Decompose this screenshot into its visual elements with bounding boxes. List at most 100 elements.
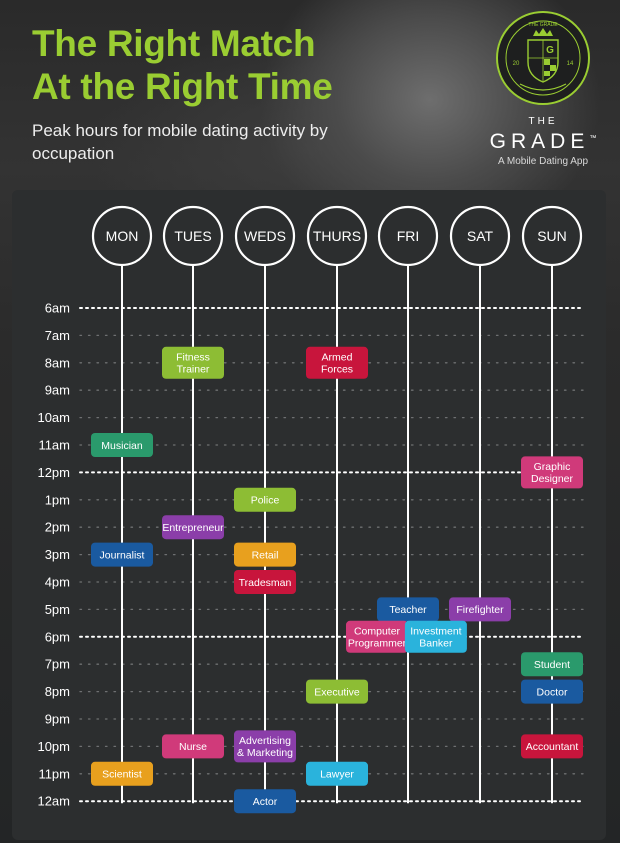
hour-label-7pm: 7pm [45,657,70,672]
day-label-mon: MON [106,228,139,244]
tag-teacher: Teacher [377,597,439,622]
tag-scientist: Scientist [91,761,153,786]
hour-label-10pm: 10pm [37,739,70,754]
tag-label-armed-forces: Armed Forces [321,351,353,375]
hour-label-9pm: 9pm [45,712,70,727]
day-circle-mon [91,205,153,267]
tag-box-retail [234,542,296,567]
tag-box-graphic-designer [521,456,583,489]
tag-label-accountant: Accountant [526,741,579,753]
tag-label-actor: Actor [253,796,278,808]
hour-label-4pm: 4pm [45,575,70,590]
hour-label-6pm: 6pm [45,629,70,644]
grade-seal-logo: THE GRADE G 20 14 [496,11,590,105]
hour-label-7am: 7am [45,328,70,343]
day-circle-sat [449,205,511,267]
tag-label-computer-programmer: Computer Programmer [348,625,407,649]
tag-label-entrepreneur: Entrepreneur [162,522,224,534]
tag-entrepreneur: Entrepreneur [162,515,224,540]
tag-label-advertising-marketing: Advertising & Marketing [237,735,293,759]
day-label-sun: SUN [537,228,567,244]
tag-box-musician [91,433,153,457]
tag-musician: Musician [91,433,153,457]
tag-retail: Retail [234,542,296,567]
tag-lawyer: Lawyer [306,761,368,786]
tag-investment-banker: Investment Banker [404,620,467,653]
tag-box-entrepreneur [162,515,224,540]
seal-monogram: G [546,45,554,56]
tag-box-fitness-trainer [162,346,224,379]
tag-nurse: Nurse [162,734,224,759]
tag-box-executive [306,679,368,704]
tag-firefighter: Firefighter [449,597,511,622]
day-label-weds: WEDS [244,228,286,244]
brand-name: GRADE™ [478,127,608,154]
hour-label-12pm: 12pm [37,465,70,480]
tag-box-computer-programmer [346,620,408,653]
tag-box-tradesman [234,570,296,594]
tag-graphic-designer: Graphic Designer [521,456,583,489]
tag-box-student [521,652,583,677]
tag-label-teacher: Teacher [389,604,427,616]
tag-accountant: Accountant [521,734,583,759]
tag-label-lawyer: Lawyer [320,769,354,781]
day-label-fri: FRI [397,228,420,244]
tag-box-advertising-marketing [234,730,296,763]
tag-label-doctor: Doctor [537,686,568,698]
tag-label-investment-banker: Investment Banker [410,625,461,649]
tag-student: Student [521,652,583,677]
hour-label-12am: 12am [37,794,70,809]
tag-box-firefighter [449,597,511,622]
tag-label-scientist: Scientist [102,769,142,781]
tag-armed-forces: Armed Forces [306,346,368,379]
day-columns: MON TUES WEDS THURS FRI SAT SUN [91,205,583,804]
day-circle-sun [521,205,583,267]
hour-label-9am: 9am [45,383,70,398]
tag-box-actor [234,789,296,814]
brand-the: THE [528,116,558,127]
seal-year-left: 20 [513,61,520,67]
day-label-thurs: THURS [313,228,361,244]
tag-box-doctor [521,679,583,704]
seal-year-right: 14 [567,61,574,67]
tag-fitness-trainer: Fitness Trainer [162,346,224,379]
hour-label-6am: 6am [45,301,70,316]
hour-label-11pm: 11pm [38,766,70,781]
brand-block: THE GRADE™ A Mobile Dating App [478,116,608,167]
page-title: The Right Match At the Right Time [32,22,333,108]
tag-label-nurse: Nurse [179,741,207,753]
hour-labels: 6am 7am 8am 9am 10am 11am 12pm 1pm 2pm 3pm 4pm 5pm 6… [37,301,70,809]
hour-label-8pm: 8pm [45,684,70,699]
tag-label-student: Student [534,659,570,671]
tag-label-journalist: Journalist [100,549,145,561]
day-circle-tues [162,205,224,267]
hour-label-10am: 10am [37,410,70,425]
hour-label-3pm: 3pm [45,547,70,562]
hour-label-5pm: 5pm [45,602,70,617]
brand-trademark: ™ [589,135,597,142]
tag-box-nurse [162,734,224,759]
tag-box-armed-forces [306,346,368,379]
day-circle-thurs [306,205,368,267]
tag-advertising-marketing: Advertising & Marketing [234,730,296,763]
tag-box-journalist [91,542,153,567]
tag-executive: Executive [306,679,368,704]
tag-label-fitness-trainer: Fitness Trainer [176,351,210,375]
day-label-tues: TUES [174,228,211,244]
tag-doctor: Doctor [521,679,583,704]
tag-label-tradesman: Tradesman [239,577,292,589]
brand-name-text: GRADE [489,130,590,153]
chart-panel [12,190,606,840]
tag-tradesman: Tradesman [234,570,296,594]
tag-label-executive: Executive [314,686,360,698]
tag-police: Police [234,487,296,512]
brand-tagline: A Mobile Dating App [497,156,589,167]
title-line-1: The Right Match [32,23,316,64]
tag-computer-programmer: Computer Programmer [346,620,408,653]
tag-box-police [234,487,296,512]
hour-label-11am: 11am [38,438,70,453]
tag-box-investment-banker [404,620,467,653]
hour-label-8am: 8am [45,355,70,370]
tag-label-retail: Retail [252,549,279,561]
